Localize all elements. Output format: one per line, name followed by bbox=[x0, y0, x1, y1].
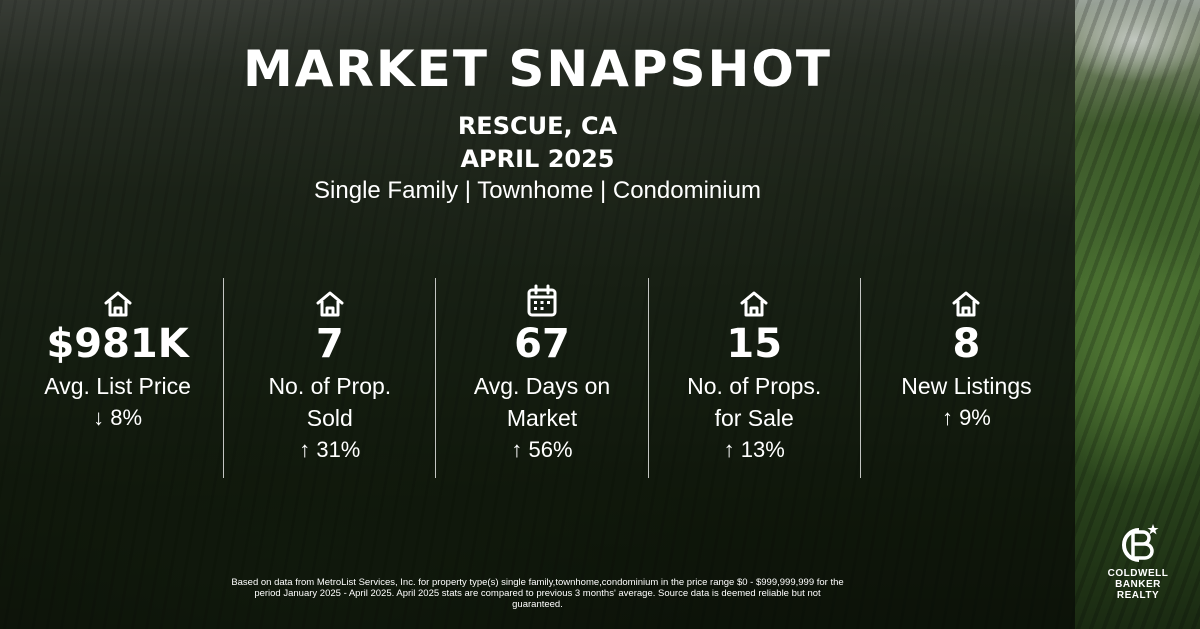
stat-value: 67 bbox=[514, 321, 570, 367]
page-title: MARKET SNAPSHOT bbox=[242, 40, 833, 98]
stat-label-line1: No. of Props. bbox=[687, 373, 822, 399]
stat-change: ↑ 56% bbox=[511, 437, 573, 462]
stat-label-line1: Avg. Days on bbox=[473, 373, 611, 399]
stat-label: No. of Props. for Sale bbox=[687, 370, 821, 434]
house-icon bbox=[315, 282, 345, 318]
logo-line2: BANKER bbox=[1115, 579, 1161, 590]
house-icon bbox=[739, 282, 769, 318]
stat-props-for-sale: 15 No. of Props. for Sale ↑ 13% bbox=[649, 278, 860, 478]
calendar-icon bbox=[526, 282, 558, 318]
stat-label-line2: Sold bbox=[306, 405, 353, 431]
divider bbox=[859, 278, 861, 478]
location-label: RESCUE, CA bbox=[457, 112, 618, 140]
coldwell-banker-logo: COLDWELL BANKER REALTY bbox=[1090, 522, 1186, 601]
logo-text: COLDWELL BANKER REALTY bbox=[1108, 568, 1169, 601]
logo-line1: COLDWELL bbox=[1107, 568, 1169, 579]
snapshot-content: MARKET SNAPSHOT RESCUE, CA APRIL 2025 Si… bbox=[12, 40, 1072, 610]
stat-label-line2: Market bbox=[506, 405, 578, 431]
disclaimer-text: Based on data from MetroList Services, I… bbox=[231, 577, 844, 610]
stat-value: $981K bbox=[46, 321, 189, 367]
divider bbox=[647, 278, 649, 478]
logo-line3: REALTY bbox=[1116, 590, 1160, 601]
stat-label-line2: for Sale bbox=[714, 405, 794, 431]
stats-row: $981K Avg. List Price ↓ 8% 7 No. of Prop… bbox=[12, 278, 1072, 478]
property-types-label: Single Family | Townhome | Condominium bbox=[314, 177, 761, 204]
stat-change: ↑ 13% bbox=[723, 437, 785, 462]
stat-value: 15 bbox=[726, 321, 783, 367]
stat-label: Avg. List Price bbox=[44, 373, 191, 399]
stat-new-listings: 8 New Listings ↑ 9% bbox=[861, 278, 1072, 478]
stat-label-line1: No. of Prop. bbox=[268, 373, 392, 399]
stat-value: 7 bbox=[315, 321, 344, 367]
stat-label: Avg. Days on Market bbox=[474, 370, 610, 434]
stat-change: ↓ 8% bbox=[93, 405, 143, 430]
cb-monogram-icon bbox=[1122, 524, 1159, 562]
house-icon bbox=[103, 282, 133, 318]
stat-label: No. of Prop. Sold bbox=[268, 370, 391, 434]
stat-label: New Listings bbox=[901, 373, 1032, 399]
stat-change: ↑ 31% bbox=[299, 437, 361, 462]
vineyard-photo-strip bbox=[1075, 0, 1200, 629]
stat-change: ↑ 9% bbox=[941, 405, 991, 430]
stat-avg-days-on-market: 67 Avg. Days on Market ↑ 56% bbox=[436, 278, 647, 478]
stat-avg-list-price: $981K Avg. List Price ↓ 8% bbox=[12, 278, 223, 478]
divider bbox=[435, 278, 437, 478]
period-label: APRIL 2025 bbox=[460, 145, 615, 173]
house-icon bbox=[951, 282, 981, 318]
stat-props-sold: 7 No. of Prop. Sold ↑ 31% bbox=[224, 278, 435, 478]
stat-value: 8 bbox=[952, 321, 981, 367]
divider bbox=[223, 278, 225, 478]
